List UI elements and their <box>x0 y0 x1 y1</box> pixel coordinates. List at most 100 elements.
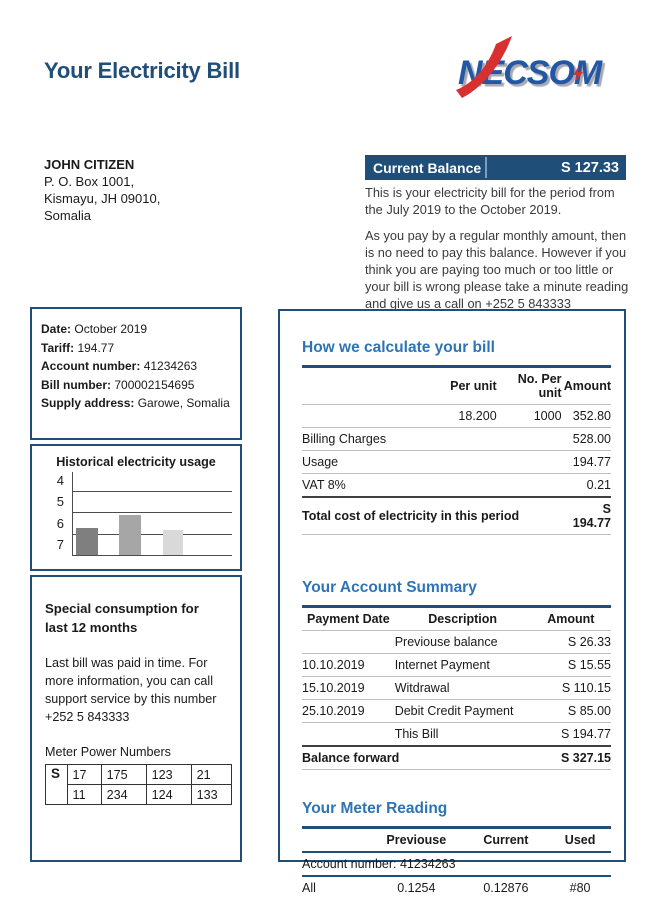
cell: S 110.15 <box>530 676 611 700</box>
table-row: S 17 175 123 21 <box>45 764 233 805</box>
bill-date: Date: October 2019 <box>41 322 148 336</box>
cell: Debit Credit Payment <box>394 699 531 723</box>
cell: S 15.55 <box>530 653 611 677</box>
cell <box>444 427 497 451</box>
logo-lightning-icon <box>573 66 583 82</box>
table-row: Account number: 41234263 <box>302 852 611 877</box>
usage-bar <box>163 530 183 555</box>
total-label: Total cost of electricity in this period <box>302 496 562 535</box>
cell: 25.10.2019 <box>302 699 395 723</box>
current-balance-bar: Current Balance S 127.33 <box>365 155 626 180</box>
cell <box>302 630 395 654</box>
cell: This Bill <box>394 722 531 747</box>
header-cell <box>302 827 370 853</box>
special-consumption-box: Special consumption for last 12 months L… <box>30 575 242 862</box>
total-row: Balance forward S 327.15 <box>302 745 611 770</box>
tariff: Tariff: 194.77 <box>41 340 115 355</box>
chart-title: Historical electricity usage <box>56 455 216 469</box>
header-cell: No. Per unit <box>496 366 562 405</box>
billing-period-text: This is your electricity bill for the pe… <box>365 185 615 217</box>
bill-number: Bill number: 700002154695 <box>41 377 195 392</box>
meter-power-table: S 17 175 123 21 11 234 124 133 <box>45 764 233 805</box>
cell: #80 <box>569 881 591 895</box>
cell <box>444 473 497 498</box>
meter-power-cell: 123 <box>145 764 192 785</box>
special-consumption-text: Last bill was paid in time. For more inf… <box>45 656 217 724</box>
bill-details-panel: How we calculate your bill Per unit No. … <box>278 309 626 895</box>
special-consumption-heading: Special consumption for last 12 months <box>45 601 199 635</box>
cell: 0.12876 <box>483 881 529 895</box>
usage-chart-box: Historical electricity usage 4 5 6 7 <box>30 444 242 571</box>
meter-power-cell: 175 <box>100 764 147 785</box>
current-balance-label: Current Balance <box>373 159 482 176</box>
table-row: Billing Charges 528.00 <box>302 427 611 451</box>
address-line: Kismayu, JH 09010, <box>44 191 161 206</box>
table-row: 11 234 124 133 <box>46 784 233 805</box>
cell: VAT 8% <box>302 473 445 498</box>
y-tick-label: 4 <box>56 473 64 488</box>
cell: 10.10.2019 <box>302 653 395 677</box>
header-cell: Current <box>462 827 550 853</box>
table-row: Usage 194.77 <box>302 450 611 474</box>
meter-power-cell: 17 <box>66 764 102 785</box>
total-label: Balance forward <box>302 745 531 770</box>
cell: Internet Payment <box>394 653 531 677</box>
supply-address: Supply address: Garowe, Somalia <box>41 396 230 410</box>
account-number: Account number: 41234263 <box>41 359 198 373</box>
header-cell <box>302 366 445 405</box>
cell <box>444 450 497 474</box>
calculation-table: Per unit No. Per unit Amount 18.200 1000… <box>302 365 611 535</box>
meter-power-label: Meter Power Numbers <box>45 745 171 759</box>
table-row: 15.10.2019 Witdrawal S 110.15 <box>302 676 611 700</box>
table-header-row: Previouse Current Used <box>302 827 611 853</box>
total-row: Total cost of electricity in this period… <box>302 496 611 535</box>
page-title: Your Electricity Bill <box>44 58 240 83</box>
address-line: P. O. Box 1001, <box>44 174 135 189</box>
customer-name: JOHN CITIZEN <box>44 157 135 172</box>
balance-divider <box>485 157 487 178</box>
table-header-row: Payment Date Description Amount <box>302 606 611 631</box>
usage-bar <box>76 527 98 555</box>
cell <box>302 722 395 747</box>
cell: 352.80 <box>561 404 611 428</box>
meter-power-cell: 133 <box>190 784 233 805</box>
total-amount: S 327.15 <box>530 745 611 770</box>
cell: S 26.33 <box>530 630 611 654</box>
cell: Witdrawal <box>394 676 531 700</box>
header-cell: Previouse <box>369 827 463 853</box>
gridline <box>73 512 232 513</box>
table-row: This Bill S 194.77 <box>302 722 611 747</box>
cell: Previouse balance <box>394 630 531 654</box>
current-balance-amount: S 127.33 <box>560 159 619 176</box>
header-cell: Payment Date <box>302 606 395 631</box>
header-cell: Per unit <box>444 366 497 405</box>
cell: 0.1254 <box>397 881 436 895</box>
header-cell: Amount <box>561 366 611 405</box>
gridline <box>73 491 232 492</box>
table-row: 25.10.2019 Debit Credit Payment S 85.00 <box>302 699 611 723</box>
table-row: Previouse balance S 26.33 <box>302 630 611 654</box>
address-line: Somalia <box>44 208 91 223</box>
usage-chart-plot <box>72 472 232 556</box>
table-row: 10.10.2019 Internet Payment S 15.55 <box>302 653 611 677</box>
calc-section-heading: How we calculate your bill <box>302 339 495 356</box>
meter-account-number: Account number: 41234263 <box>302 852 611 877</box>
customer-address: JOHN CITIZEN P. O. Box 1001, Kismayu, JH… <box>44 156 160 224</box>
table-row: VAT 8% 0.21 <box>302 473 611 498</box>
cell: Usage <box>302 450 445 474</box>
cell: 0.21 <box>561 473 611 498</box>
meter-reading-table: Previouse Current Used Account number: 4… <box>302 826 611 899</box>
header-cell: Amount <box>530 606 611 631</box>
cell: 18.200 <box>444 404 497 428</box>
logo-swoosh-icon <box>456 36 512 98</box>
meter-power-cell: 11 <box>66 784 102 805</box>
y-tick-label: 6 <box>56 516 64 531</box>
cell: S 85.00 <box>530 699 611 723</box>
cell: S 194.77 <box>530 722 611 747</box>
table-row: All 0.1254 0.12876 #80 <box>302 876 611 899</box>
y-tick-label: 7 <box>56 537 64 552</box>
cell <box>302 404 445 428</box>
header-cell: Description <box>394 606 531 631</box>
cell: 1000 <box>496 404 562 428</box>
cell: 528.00 <box>561 427 611 451</box>
